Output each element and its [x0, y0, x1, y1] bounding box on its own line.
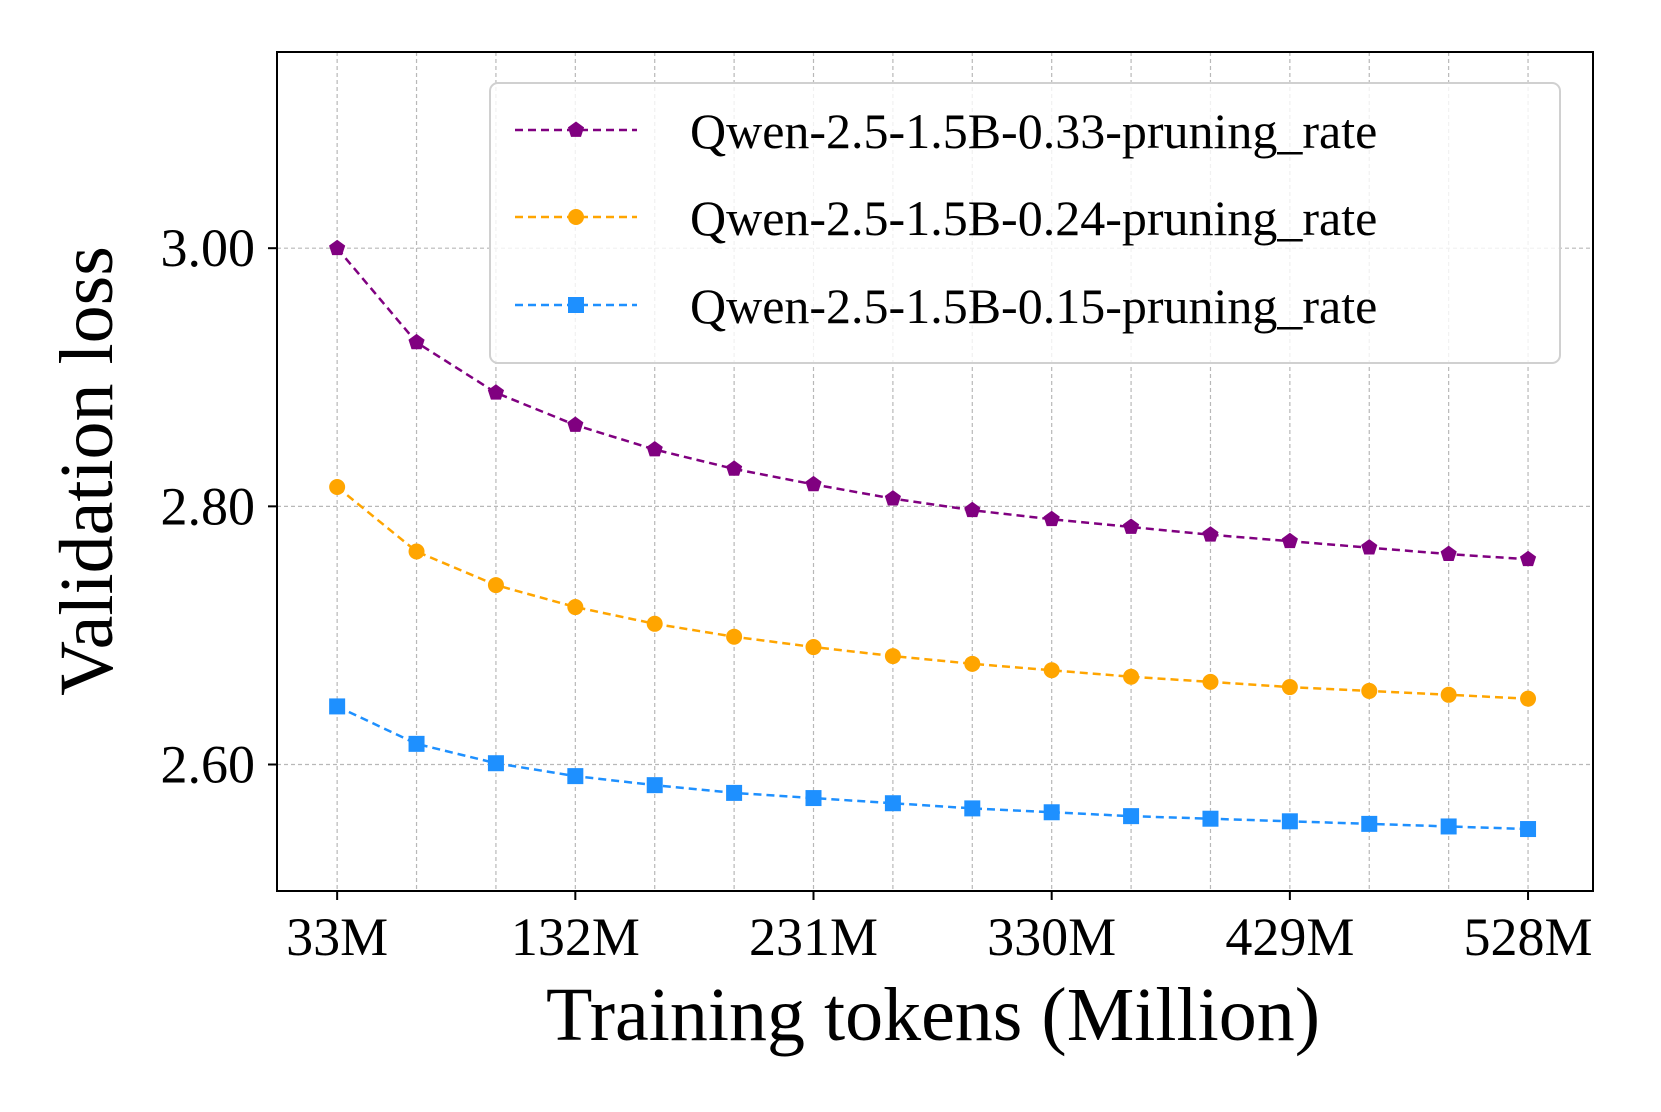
data-point	[726, 628, 743, 645]
data-point	[1202, 673, 1219, 690]
y-tick-label: 2.60	[161, 735, 256, 795]
series-line	[336, 705, 1529, 831]
data-point	[408, 333, 425, 350]
x-tick-label: 132M	[511, 907, 640, 967]
data-point	[1440, 818, 1457, 835]
data-point	[964, 800, 981, 817]
series-0	[329, 239, 1537, 567]
data-point	[1202, 810, 1219, 827]
data-point	[1519, 550, 1537, 567]
data-point	[805, 639, 822, 656]
data-point	[329, 698, 346, 715]
data-point	[487, 755, 504, 772]
data-point	[884, 648, 901, 665]
legend-entry-1: Qwen-2.5-1.5B-0.24-pruning_rate	[515, 190, 1377, 246]
data-point	[329, 239, 346, 256]
data-point	[1361, 815, 1378, 832]
y-tick-label: 2.80	[161, 476, 256, 536]
legend-marker-2	[568, 297, 584, 313]
data-point	[1281, 532, 1298, 549]
data-point	[964, 501, 981, 518]
data-point	[1043, 510, 1060, 527]
data-point	[408, 735, 425, 752]
data-point	[487, 577, 504, 594]
x-axis-title: Training tokens (Million)	[546, 973, 1320, 1057]
data-point	[884, 490, 901, 506]
legend-entry-0: Qwen-2.5-1.5B-0.33-pruning_rate	[515, 103, 1377, 159]
series-layer	[329, 239, 1537, 838]
y-axis-title: Validation loss	[45, 246, 129, 696]
data-point	[646, 441, 663, 457]
data-point	[408, 543, 425, 560]
data-point	[884, 795, 901, 812]
data-point	[1202, 526, 1219, 542]
data-point	[1361, 539, 1378, 555]
data-point	[1123, 808, 1140, 825]
series-line	[336, 247, 1529, 561]
data-point	[726, 460, 743, 476]
data-point	[646, 615, 663, 632]
data-point	[1122, 518, 1140, 534]
data-point	[1440, 686, 1457, 703]
data-point	[1043, 804, 1060, 821]
series-line	[336, 486, 1529, 700]
data-point	[1361, 682, 1378, 699]
data-point	[726, 784, 743, 801]
legend-label-2: Qwen-2.5-1.5B-0.15-pruning_rate	[690, 278, 1377, 334]
data-point	[1440, 545, 1457, 561]
x-tick-label: 33M	[286, 907, 388, 967]
ticks: 33M 132M 231M 330M 429M 528M 2.60 2.80 3.00	[161, 218, 1593, 967]
data-point	[567, 416, 584, 432]
x-tick-label: 528M	[1464, 907, 1593, 967]
data-point	[567, 599, 584, 616]
data-point	[567, 768, 584, 785]
legend-marker-1	[568, 209, 584, 225]
data-point	[1123, 668, 1140, 685]
data-point	[1520, 690, 1537, 707]
data-point	[964, 655, 981, 672]
y-tick-label: 3.00	[161, 218, 256, 278]
data-point	[1281, 813, 1298, 830]
data-point	[646, 777, 663, 794]
x-tick-label: 330M	[987, 907, 1116, 967]
legend-label-0: Qwen-2.5-1.5B-0.33-pruning_rate	[690, 103, 1377, 159]
x-tick-label: 231M	[749, 907, 878, 967]
data-point	[805, 790, 822, 807]
x-tick-label: 429M	[1225, 907, 1354, 967]
legend-entry-2: Qwen-2.5-1.5B-0.15-pruning_rate	[515, 278, 1377, 334]
data-point	[805, 475, 822, 492]
data-point	[329, 478, 346, 495]
data-point	[1043, 662, 1060, 679]
legend: Qwen-2.5-1.5B-0.33-pruning_rate Qwen-2.5…	[489, 82, 1561, 364]
legend-label-1: Qwen-2.5-1.5B-0.24-pruning_rate	[690, 190, 1377, 246]
series-2	[329, 698, 1537, 838]
plot-frame	[276, 51, 1594, 892]
data-point	[1520, 821, 1537, 838]
legend-frame	[489, 82, 1561, 364]
legend-marker-0	[567, 121, 585, 137]
data-point	[487, 384, 505, 400]
series-1	[329, 478, 1537, 707]
data-point	[1281, 679, 1298, 696]
